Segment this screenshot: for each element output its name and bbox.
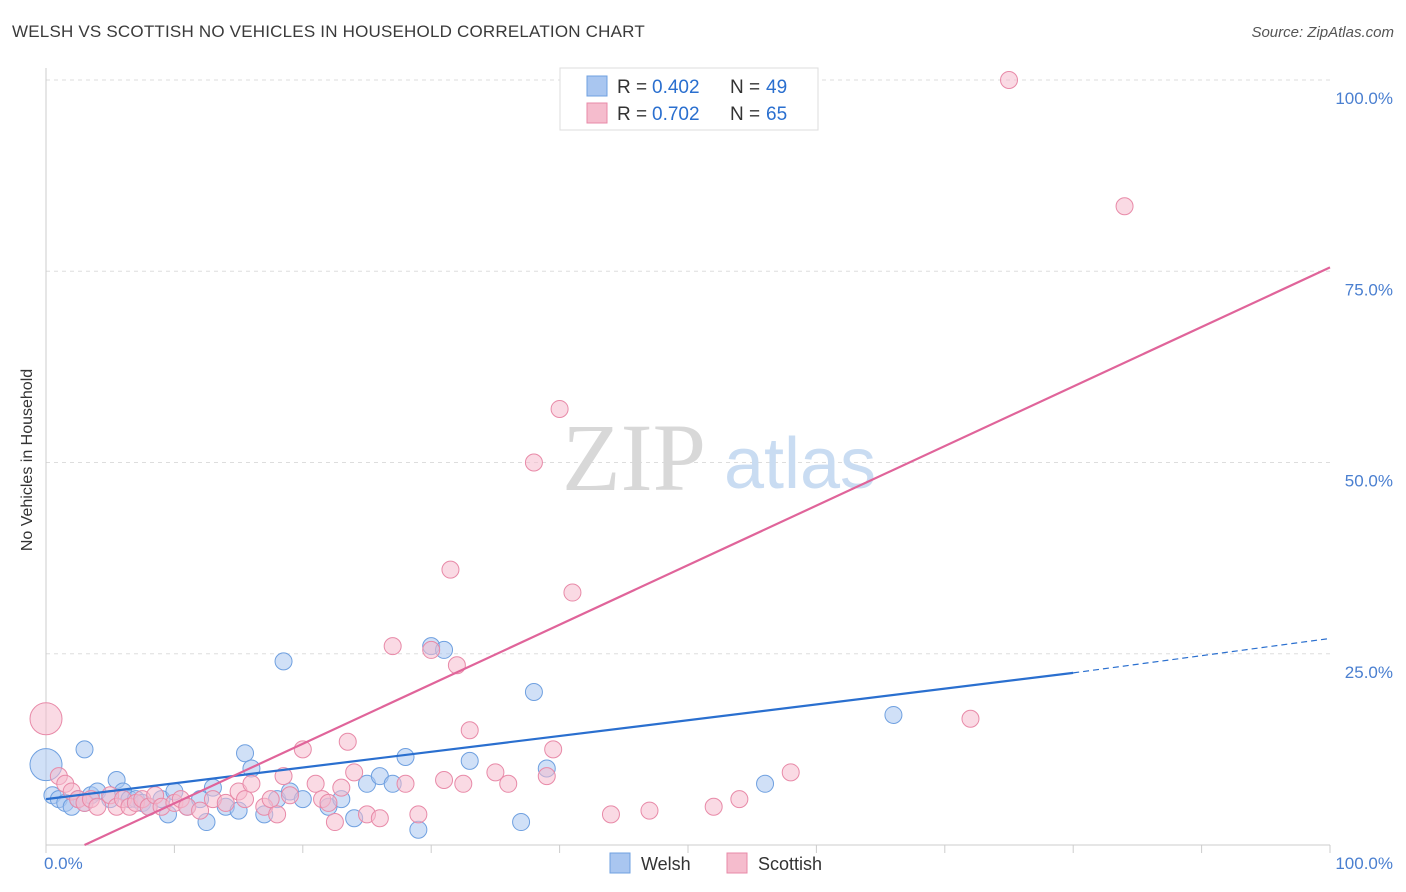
stats-n-label: N = bbox=[730, 77, 760, 98]
scottish-point bbox=[319, 793, 338, 812]
scottish-point bbox=[781, 763, 800, 782]
welsh-trend-line bbox=[45, 671, 1074, 801]
scottish-point bbox=[306, 774, 325, 793]
scottish-point bbox=[29, 702, 63, 736]
x-tick-label-max: 100.0% bbox=[1335, 854, 1393, 873]
scottish-point bbox=[332, 778, 351, 797]
welsh-point bbox=[75, 740, 94, 759]
scottish-point bbox=[338, 732, 357, 751]
welsh-point bbox=[274, 652, 293, 671]
scottish-point bbox=[460, 721, 479, 740]
watermark-atlas: atlas bbox=[724, 424, 876, 504]
scottish-point bbox=[1115, 197, 1134, 216]
legend-label-scottish: Scottish bbox=[758, 854, 822, 874]
scottish-point bbox=[441, 560, 460, 579]
welsh-point bbox=[756, 774, 775, 793]
source-label: Source: ZipAtlas.com bbox=[1251, 24, 1394, 41]
scottish-point bbox=[435, 770, 454, 789]
stats-n-value: 49 bbox=[766, 77, 787, 98]
chart-title: WELSH VS SCOTTISH NO VEHICLES IN HOUSEHO… bbox=[12, 22, 645, 41]
welsh-point bbox=[512, 813, 531, 832]
scottish-point bbox=[261, 790, 280, 809]
welsh-point bbox=[396, 748, 415, 767]
legend-swatch-scottish bbox=[726, 852, 748, 874]
scottish-point bbox=[216, 793, 235, 812]
scottish-point bbox=[550, 399, 569, 418]
scottish-point bbox=[1000, 71, 1018, 89]
scottish-point bbox=[383, 637, 402, 656]
legend-label-welsh: Welsh bbox=[641, 854, 691, 874]
scottish-point bbox=[704, 797, 723, 816]
stats-legend: R = 0.402 N = 49 R = 0.702 N = 65 bbox=[559, 67, 819, 131]
y-tick-label: 75.0% bbox=[1345, 280, 1393, 299]
scottish-point bbox=[274, 767, 293, 786]
x-tick-label-min: 0.0% bbox=[44, 854, 83, 873]
stats-swatch-scottish bbox=[586, 102, 608, 124]
y-tick-label: 50.0% bbox=[1345, 472, 1393, 491]
scottish-point bbox=[422, 640, 441, 659]
grid-lines bbox=[46, 79, 1330, 655]
watermark: ZIP atlas bbox=[562, 404, 876, 511]
scottish-point bbox=[454, 774, 473, 793]
scottish-point bbox=[191, 801, 210, 820]
stats-n-label: N = bbox=[730, 104, 760, 125]
stats-r-label: R = bbox=[617, 104, 647, 125]
welsh-point bbox=[460, 751, 479, 770]
scottish-point bbox=[601, 805, 620, 824]
stats-r-value: 0.702 bbox=[652, 104, 700, 125]
scottish-point bbox=[544, 740, 563, 759]
welsh-point bbox=[524, 683, 543, 701]
watermark-zip: ZIP bbox=[562, 404, 706, 511]
legend-swatch-welsh bbox=[609, 852, 631, 874]
trend-lines bbox=[45, 266, 1331, 846]
scottish-point bbox=[396, 774, 415, 793]
scottish-point bbox=[409, 805, 428, 824]
scottish-point bbox=[345, 763, 364, 782]
welsh-point bbox=[884, 705, 903, 724]
scottish-point bbox=[730, 790, 749, 809]
scottish-point bbox=[640, 801, 659, 820]
bottom-legend: Welsh Scottish bbox=[609, 852, 822, 874]
scottish-point bbox=[524, 453, 543, 472]
scottish-point bbox=[499, 774, 518, 793]
stats-r-label: R = bbox=[617, 77, 647, 98]
welsh-point bbox=[236, 744, 255, 763]
scottish-point bbox=[268, 805, 287, 824]
scottish-point bbox=[537, 767, 556, 786]
scottish-point bbox=[486, 763, 505, 782]
scottish-point bbox=[88, 797, 107, 816]
scottish-point bbox=[370, 809, 389, 828]
scottish-point bbox=[563, 583, 582, 602]
scottish-point bbox=[236, 790, 255, 809]
scottish-trend-line bbox=[84, 266, 1331, 846]
scottish-point bbox=[280, 786, 299, 805]
y-tick-label: 25.0% bbox=[1345, 663, 1393, 682]
stats-swatch-welsh bbox=[586, 75, 608, 97]
welsh-point bbox=[409, 820, 428, 839]
y-tick-label: 100.0% bbox=[1335, 89, 1393, 108]
tick-labels: 100.0% 75.0% 50.0% 25.0% 0.0% 100.0% bbox=[44, 89, 1393, 873]
scottish-point bbox=[325, 813, 344, 832]
welsh-trend-extension bbox=[1073, 637, 1331, 674]
stats-r-value: 0.402 bbox=[652, 77, 700, 98]
stats-n-value: 65 bbox=[766, 104, 787, 125]
scottish-point bbox=[961, 709, 980, 728]
scottish-point bbox=[242, 774, 261, 793]
